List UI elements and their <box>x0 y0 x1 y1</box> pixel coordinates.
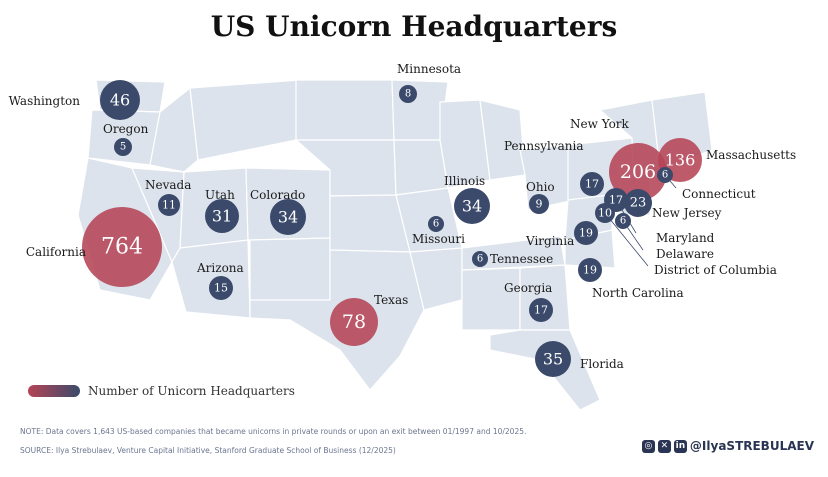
leader-line <box>604 212 649 267</box>
bubble-value: 6 <box>620 216 626 227</box>
bubble-value: 10 <box>598 207 612 220</box>
state-shape <box>171 239 251 319</box>
bubble-value: 6 <box>433 219 439 230</box>
bubble-arizona <box>209 276 233 300</box>
bubble-delaware <box>615 213 631 229</box>
state-shape <box>519 144 576 211</box>
bubble-value: 35 <box>543 350 563 369</box>
bubble-new-jersey <box>624 189 652 217</box>
bubble-washington <box>100 80 140 120</box>
state-label: Florida <box>580 357 624 371</box>
bubble-new-york <box>609 143 667 201</box>
state-shape <box>393 139 449 196</box>
instagram-icon: ◎ <box>641 439 655 453</box>
state-shape <box>439 99 491 189</box>
bubble-value: 78 <box>342 311 366 333</box>
state-label: Tennessee <box>490 252 553 266</box>
state-shape <box>189 79 301 161</box>
bubble-value: 15 <box>214 282 228 295</box>
bubble-value: 46 <box>110 91 130 110</box>
bubble-pennsylvania <box>580 172 604 196</box>
state-label: Georgia <box>504 281 552 295</box>
state-label: New Jersey <box>652 206 722 220</box>
bubble-oregon <box>114 138 132 156</box>
state-label: Nevada <box>145 178 191 192</box>
bubble-minnesota <box>399 85 417 103</box>
bubble-value: 9 <box>536 198 543 211</box>
bubble-value: 5 <box>120 142 126 153</box>
bubble-california <box>82 207 162 287</box>
bubble-value: 19 <box>579 227 593 240</box>
state-label: Colorado <box>250 188 305 202</box>
bubble-district-of-columbia <box>595 203 615 223</box>
bubble-ohio <box>529 194 549 214</box>
bubble-value: 136 <box>665 151 696 170</box>
bubble-value: 23 <box>630 196 647 211</box>
linkedin-icon: in <box>673 439 687 453</box>
bubble-connecticut <box>657 167 673 183</box>
bubble-value: 206 <box>620 161 656 183</box>
state-label: Pennsylvania <box>504 139 584 153</box>
state-label: Maryland <box>656 231 715 245</box>
bubble-virginia <box>574 221 598 245</box>
x-icon: ✕ <box>657 439 671 453</box>
bubble-florida <box>535 341 571 377</box>
bubble-value: 19 <box>583 264 597 277</box>
bubble-texas <box>330 298 378 346</box>
state-label: Connecticut <box>682 187 756 201</box>
bubble-tennessee <box>472 251 488 267</box>
bubble-utah <box>205 199 239 233</box>
bubble-value: 34 <box>462 197 482 216</box>
bubble-illinois <box>454 188 490 224</box>
bubble-value: 6 <box>662 170 668 181</box>
state-label: North Carolina <box>592 286 684 300</box>
legend-label: Number of Unicorn Headquarters <box>88 384 295 398</box>
state-label: Massachusetts <box>706 148 796 162</box>
state-shape <box>461 267 521 331</box>
bubble-colorado <box>270 199 306 235</box>
state-labels: California New York Massachusetts Texas Wash… <box>9 62 797 371</box>
bubble-value: 6 <box>477 254 483 265</box>
bubble-value: 17 <box>534 304 548 317</box>
bubble-value: 34 <box>278 208 298 227</box>
state-label: District of Columbia <box>654 263 777 277</box>
state-shape <box>149 86 199 173</box>
bubble-value: 17 <box>609 194 623 207</box>
bubble-nevada <box>158 194 180 216</box>
chart-title: US Unicorn Headquarters <box>210 10 618 43</box>
state-label: Arizona <box>196 261 244 275</box>
state-bubbles: 764 206 136 78 46 35 34 34 31 23 19 19 17 17 17 15 11 10 9… <box>82 80 702 377</box>
bubble-value: 17 <box>585 178 599 191</box>
state-label: Delaware <box>656 247 714 261</box>
state-label: Texas <box>374 293 408 307</box>
state-shape <box>489 329 601 411</box>
bubble-georgia <box>529 298 553 322</box>
state-label: Missouri <box>412 232 465 246</box>
handle-text: @IlyaSTREBULAEV <box>689 439 814 453</box>
state-label: Illinois <box>444 174 485 188</box>
state-label: Oregon <box>103 122 149 136</box>
bubble-value: 11 <box>162 199 176 212</box>
legend: Number of Unicorn Headquarters <box>28 384 295 398</box>
bubble-value: 31 <box>212 207 232 226</box>
state-label: Utah <box>205 188 235 202</box>
bubble-value: 8 <box>405 89 411 100</box>
source-text: SOURCE: Ilya Strebulaev, Venture Capital… <box>20 446 396 455</box>
state-label: Ohio <box>526 180 555 194</box>
bubble-north-carolina <box>578 258 602 282</box>
state-label: Minnesota <box>397 62 461 76</box>
us-map: 764 206 136 78 46 35 34 34 31 23 19 19 17 17 17 15 11 10 9… <box>9 62 797 411</box>
legend-gradient-bar <box>28 385 80 397</box>
state-label: Washington <box>9 94 81 108</box>
state-label: Virginia <box>525 234 574 248</box>
bubble-missouri <box>428 216 444 232</box>
state-shape <box>295 79 395 141</box>
author-handle: ◎ ✕ in @IlyaSTREBULAEV <box>641 439 814 453</box>
state-label: California <box>26 245 86 259</box>
bubble-value: 764 <box>101 235 143 260</box>
state-label: New York <box>570 117 630 131</box>
note-text: NOTE: Data covers 1,643 US-based compani… <box>20 427 527 436</box>
